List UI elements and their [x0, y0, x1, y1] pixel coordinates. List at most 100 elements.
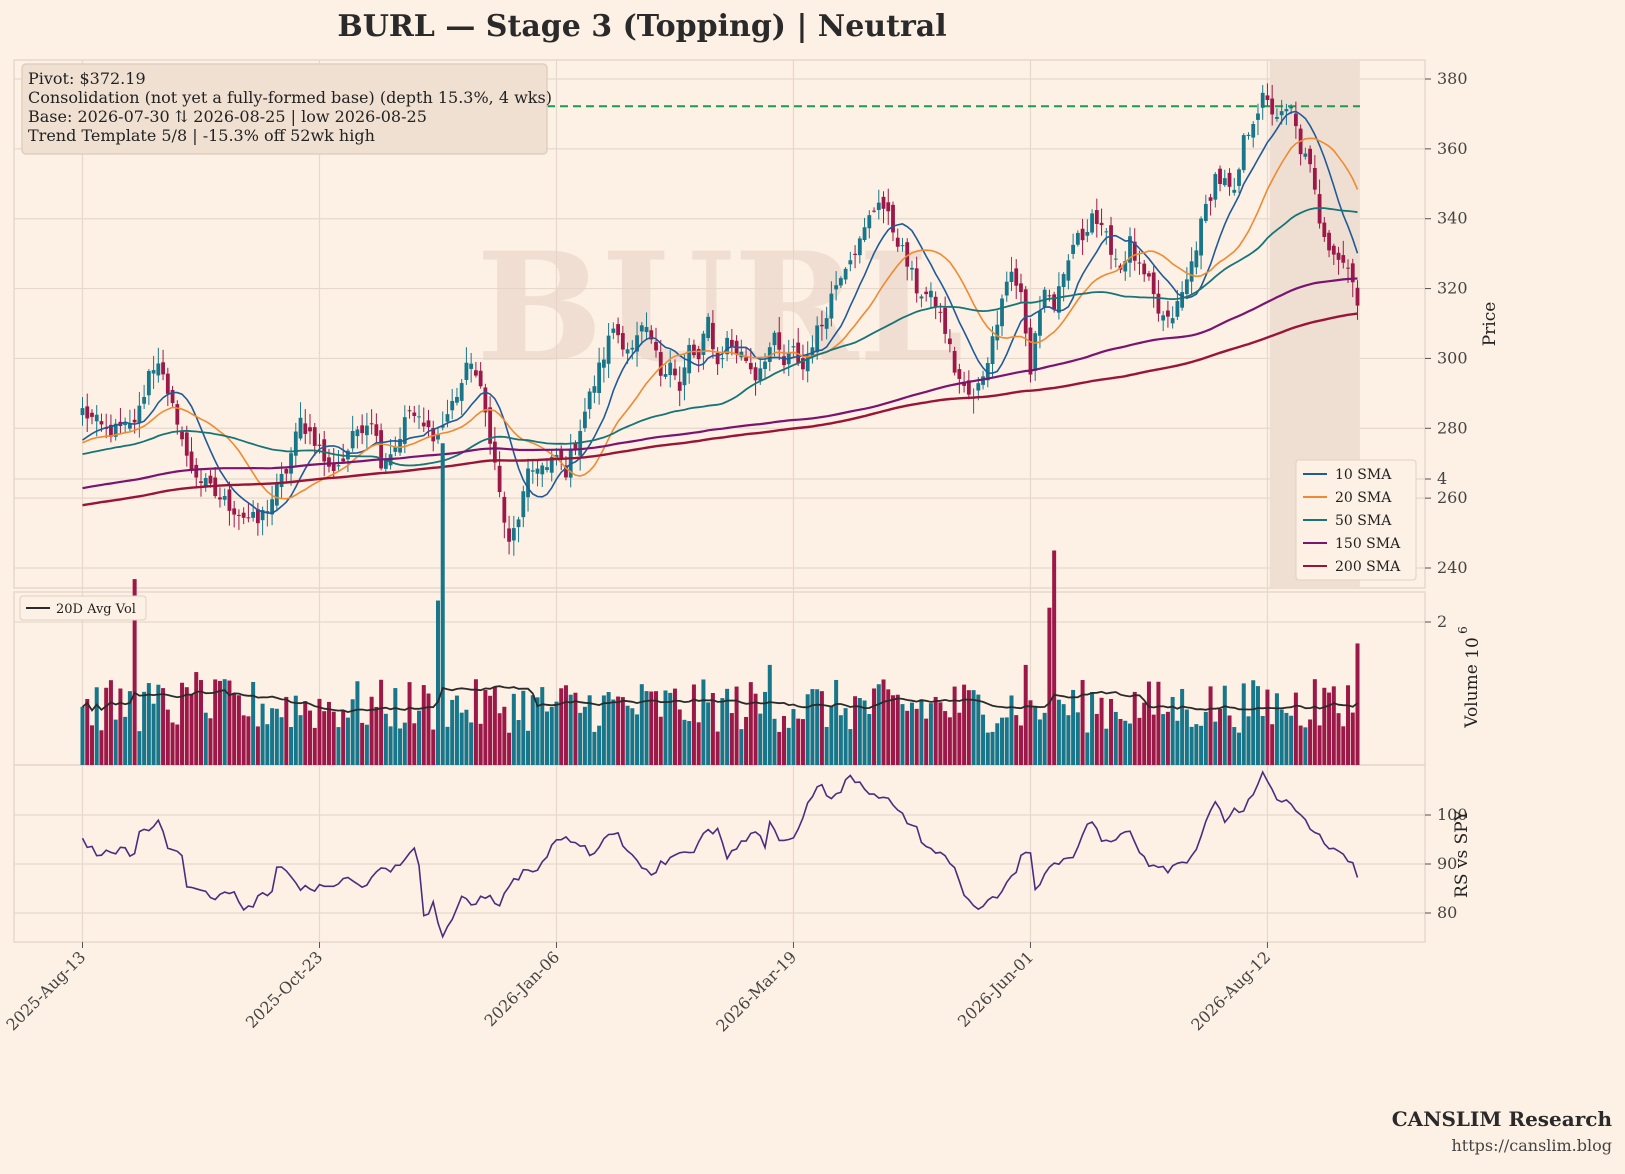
volume-bar — [326, 701, 331, 765]
candle-body — [677, 381, 682, 391]
volume-bar — [1317, 725, 1322, 765]
candle-body — [592, 386, 597, 393]
candle — [165, 367, 170, 407]
volume-bar — [805, 694, 810, 765]
volume-bar — [123, 716, 128, 765]
chart-title: BURL — Stage 3 (Topping) | Neutral — [337, 9, 946, 44]
volume-bar — [94, 687, 99, 765]
candle-body — [355, 429, 360, 437]
candle — [862, 217, 867, 243]
candle-body — [1232, 189, 1237, 193]
volume-bar — [824, 726, 829, 765]
volume-bar — [1303, 727, 1308, 765]
candle-body — [1303, 153, 1308, 157]
candle-body — [455, 396, 459, 403]
volume-bar — [706, 702, 711, 765]
volume-bar — [450, 699, 455, 765]
volume-bar — [635, 714, 640, 765]
candle-body — [175, 404, 180, 425]
candle-body — [829, 293, 834, 319]
rs-tick-label: 90 — [1437, 854, 1457, 873]
volume-bar — [872, 688, 877, 765]
sma-line-20 — [82, 137, 1359, 500]
candle-body — [298, 417, 303, 439]
candle-body — [312, 427, 317, 446]
candle — [1308, 145, 1313, 173]
rs-tick-label: 80 — [1437, 903, 1457, 922]
volume-bar — [848, 729, 853, 765]
candle-body — [1184, 279, 1189, 295]
candle-body — [1346, 267, 1350, 269]
candle — [218, 487, 222, 508]
volume-bar — [1109, 698, 1114, 765]
volume-bar — [1189, 726, 1194, 765]
candle — [1355, 280, 1360, 320]
candle-body — [1256, 113, 1260, 120]
candle-body — [1113, 258, 1118, 260]
candle — [1109, 216, 1113, 270]
candle — [469, 352, 474, 383]
candle-body — [346, 450, 350, 460]
volume-bar — [1203, 711, 1208, 765]
candle — [933, 291, 938, 320]
volume-bar — [379, 679, 384, 765]
volume-bar — [364, 724, 369, 765]
volume-bar — [734, 686, 739, 765]
volume-bar — [317, 698, 322, 765]
candle-body — [123, 423, 128, 426]
volume-tick-label: 2 — [1437, 612, 1447, 631]
volume-bar — [118, 688, 123, 765]
candle-body — [222, 496, 227, 500]
volume-bar — [369, 696, 374, 765]
volume-bar — [786, 727, 791, 765]
candle — [853, 245, 857, 269]
candle — [488, 396, 493, 455]
candle-body — [492, 441, 497, 463]
volume-bar — [1199, 725, 1204, 765]
volume-bar — [1260, 715, 1265, 765]
price-axis-label: Price — [1480, 302, 1500, 347]
volume-bar — [862, 700, 867, 765]
candle — [1104, 228, 1109, 245]
candle-body — [597, 362, 602, 394]
candle — [293, 422, 298, 468]
candle — [829, 281, 834, 327]
volume-bar — [881, 679, 886, 765]
candle-body — [635, 335, 639, 352]
candle-body — [1099, 222, 1104, 226]
volume-bar — [781, 716, 786, 765]
candle — [502, 491, 507, 539]
watermark-text: BURL — [476, 220, 964, 396]
price-tick-label: 360 — [1437, 139, 1468, 158]
candle — [872, 207, 876, 213]
volume-bar — [606, 692, 611, 765]
candle-body — [630, 347, 635, 350]
candle-body — [654, 341, 658, 351]
volume-exponent-base: 10 — [1463, 637, 1483, 659]
candle-body — [184, 432, 189, 456]
volume-bar — [1061, 704, 1066, 765]
candle — [1071, 233, 1076, 259]
candle — [374, 413, 379, 444]
volume-bar — [1241, 683, 1246, 765]
candle-body — [146, 371, 151, 396]
candle-body — [1265, 95, 1270, 100]
volume-bar — [1270, 724, 1275, 765]
candle-body — [1056, 286, 1061, 313]
volume-bar — [1123, 720, 1128, 765]
volume-bar — [85, 698, 90, 765]
volume-bar — [1237, 732, 1242, 765]
candle-body — [772, 332, 777, 346]
candle — [227, 481, 232, 526]
volume-bar — [260, 703, 265, 765]
candle — [255, 502, 260, 536]
candle-body — [469, 363, 474, 369]
candle — [663, 364, 668, 380]
candle — [876, 189, 881, 220]
candle — [1227, 168, 1232, 196]
candle-body — [516, 519, 521, 528]
volume-bar — [1322, 687, 1327, 765]
volume-bar — [791, 709, 796, 765]
candle-body — [573, 442, 578, 450]
candle-body — [701, 333, 706, 355]
